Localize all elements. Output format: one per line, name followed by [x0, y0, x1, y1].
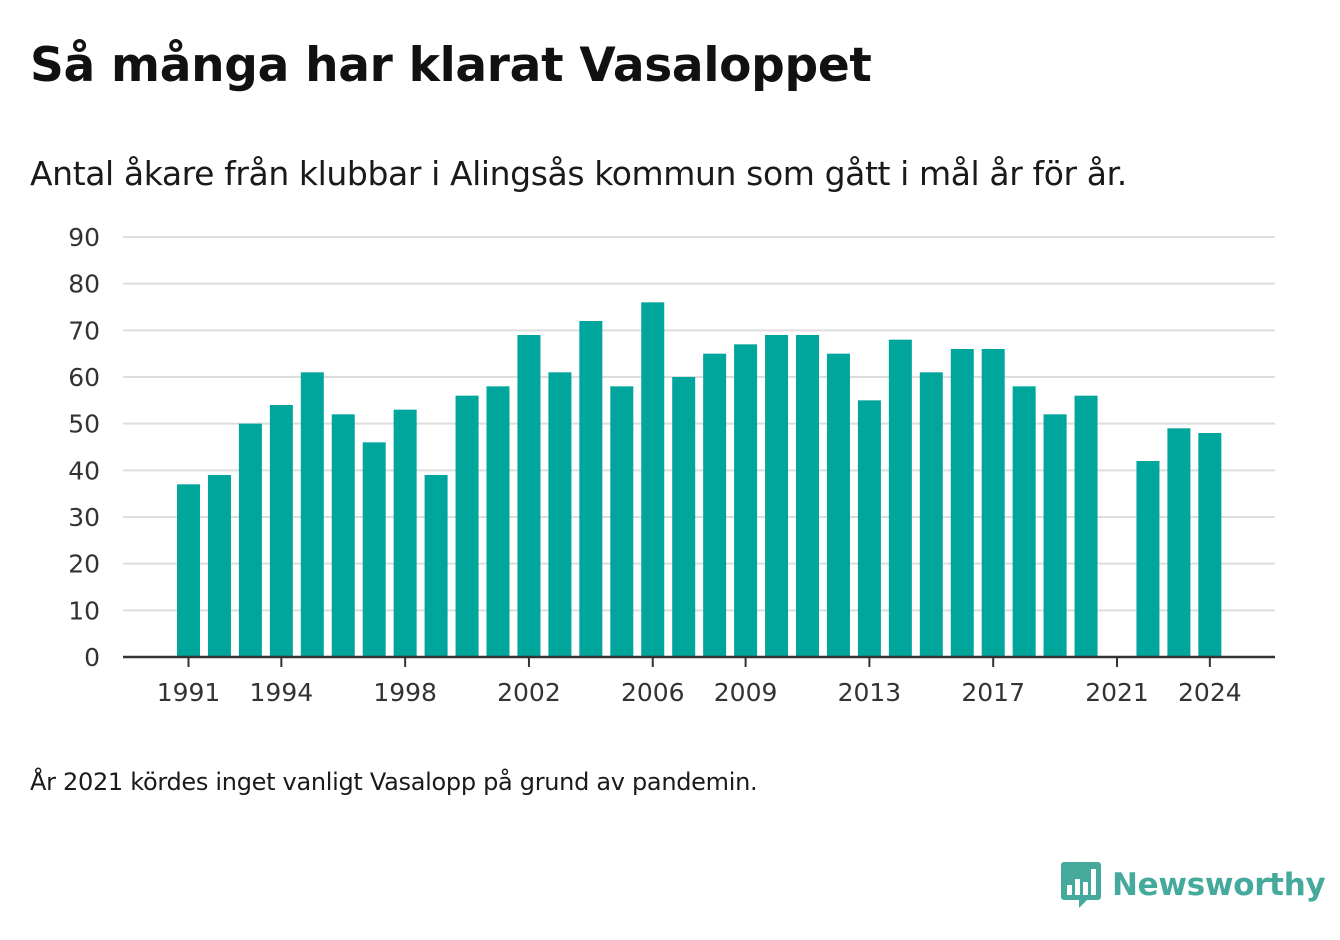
bar-2005 — [610, 386, 634, 657]
bar-1993 — [238, 423, 262, 657]
bar-2018 — [1012, 386, 1036, 657]
x-tick-label: 2002 — [497, 678, 561, 707]
bar-1999 — [424, 475, 448, 657]
y-tick-label: 80 — [68, 270, 100, 299]
x-tick-label: 1991 — [157, 678, 221, 707]
bar-1998 — [393, 409, 417, 657]
chart-subtitle: Antal åkare från klubbar i Alingsås komm… — [30, 154, 1127, 193]
y-tick-label: 20 — [68, 550, 100, 579]
bar-1994 — [269, 405, 293, 657]
bar-2000 — [455, 395, 479, 657]
bar-2004 — [579, 321, 603, 657]
bar-1992 — [207, 475, 231, 657]
bar-2010 — [765, 335, 789, 657]
y-tick-label: 40 — [68, 456, 100, 485]
bar-1997 — [362, 442, 386, 657]
bar-2007 — [672, 377, 696, 657]
x-tick-label: 2021 — [1085, 678, 1149, 707]
bars — [177, 302, 1222, 657]
y-tick-label: 60 — [68, 363, 100, 392]
bar-chart-speech-bubble-icon — [1061, 862, 1101, 908]
bar-2008 — [703, 353, 727, 657]
brand-name: Newsworthy — [1112, 867, 1326, 903]
x-tick-label: 2013 — [838, 678, 902, 707]
bar-2011 — [796, 335, 819, 657]
y-tick-label: 50 — [68, 410, 100, 439]
bar-2001 — [486, 386, 510, 657]
bar-2024 — [1198, 433, 1222, 657]
y-tick-label: 0 — [84, 643, 100, 672]
x-axis-labels: 1991 1994 1998 2002 2006 2009 2013 2017 2021 2024 — [157, 678, 1242, 707]
bar-2019 — [1043, 414, 1067, 657]
y-tick-label: 70 — [68, 316, 100, 345]
x-tick-label: 2009 — [714, 678, 778, 707]
bar-2009 — [734, 344, 758, 657]
bar-2015 — [919, 372, 943, 657]
chart-title: Så många har klarat Vasaloppet — [30, 38, 872, 93]
grid-lines — [123, 236, 1275, 612]
x-tick-label: 1998 — [373, 678, 437, 707]
bar-2017 — [981, 349, 1005, 657]
footnote: År 2021 kördes inget vanligt Vasalopp på… — [30, 768, 758, 796]
bar-2013 — [857, 400, 881, 657]
bar-1991 — [177, 484, 200, 657]
bar-2012 — [826, 353, 850, 657]
bar-1996 — [331, 414, 355, 657]
x-tick-label: 1994 — [250, 678, 314, 707]
bar-2003 — [548, 372, 572, 657]
x-tick-label: 2006 — [621, 678, 685, 707]
bar-2002 — [517, 335, 541, 657]
bar-2020 — [1074, 395, 1098, 657]
bar-2016 — [950, 349, 974, 657]
bar-1995 — [300, 372, 324, 657]
bar-2006 — [641, 302, 665, 657]
y-tick-label: 90 — [68, 223, 100, 252]
y-axis-labels: 0 10 20 30 40 50 60 70 80 90 — [68, 223, 100, 672]
newsworthy-logo: Newsworthy — [1060, 860, 1326, 910]
x-axis — [123, 655, 1275, 667]
y-tick-label: 30 — [68, 503, 100, 532]
bar-2022 — [1136, 461, 1160, 657]
bar-2014 — [888, 339, 912, 657]
x-tick-label: 2017 — [961, 678, 1025, 707]
y-tick-label: 10 — [68, 596, 100, 625]
bar-2023 — [1167, 428, 1191, 657]
x-tick-label: 2024 — [1178, 678, 1242, 707]
